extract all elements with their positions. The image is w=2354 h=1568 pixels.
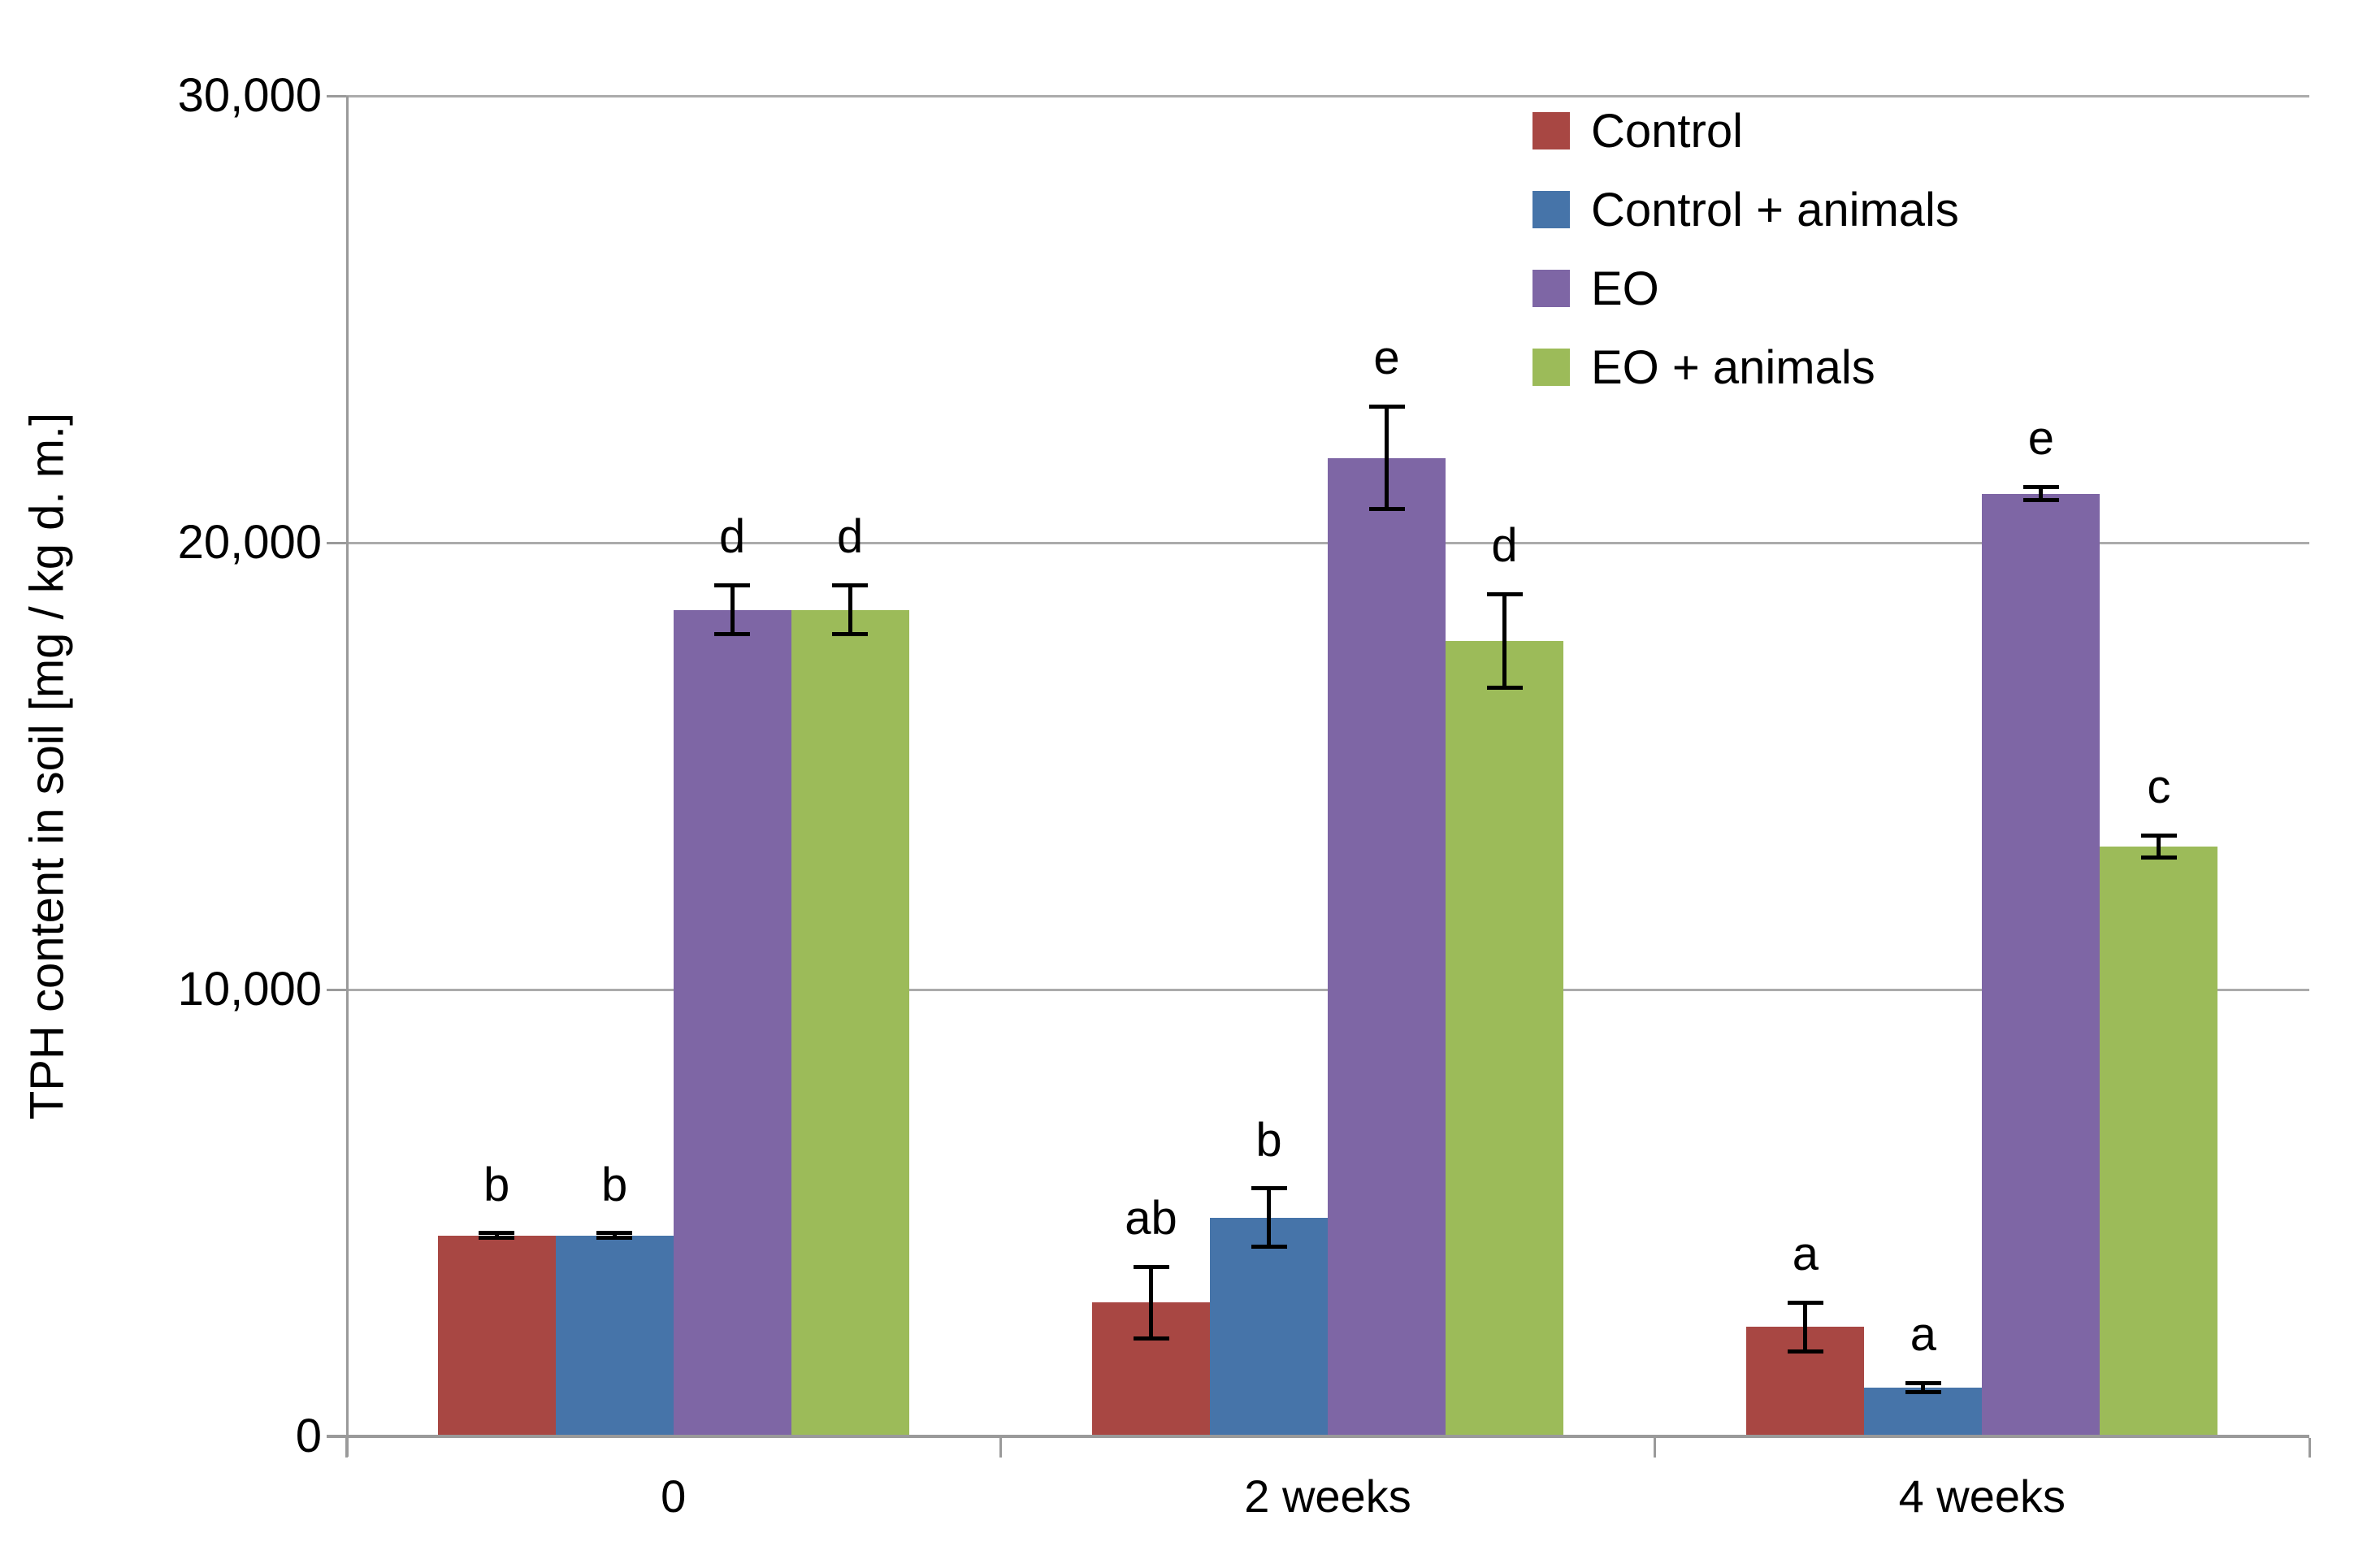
legend-item: Control + animals — [1532, 184, 1959, 236]
error-bar-cap-bottom — [714, 632, 751, 637]
bar-control-animals-2 — [1864, 1387, 1983, 1436]
x-tick-label: 2 weeks — [1244, 1471, 1411, 1522]
error-bar — [1149, 1267, 1153, 1338]
error-bar — [1921, 1383, 1926, 1392]
legend-swatch — [1532, 270, 1570, 307]
error-bar — [2157, 835, 2161, 858]
error-bar — [2039, 487, 2044, 500]
error-bar-cap-top — [1133, 1264, 1169, 1269]
bar-eo-animals-0 — [791, 609, 909, 1436]
sig-letter: e — [2027, 412, 2054, 466]
legend-swatch — [1532, 191, 1570, 228]
sig-letter: b — [601, 1158, 628, 1211]
bar-eo-animals-1 — [1446, 641, 1563, 1436]
x-axis-tick — [1654, 1438, 1657, 1458]
legend-label: EO + animals — [1591, 340, 1875, 394]
error-bar-cap-top — [1251, 1186, 1287, 1191]
y-tick-label: 30,000 — [177, 69, 322, 122]
x-tick-label: 0 — [661, 1471, 687, 1522]
error-bar-cap-bottom — [1251, 1244, 1287, 1249]
error-bar-cap-bottom — [1133, 1336, 1169, 1341]
sig-letter: b — [483, 1158, 510, 1211]
error-bar — [1803, 1302, 1808, 1352]
error-bar-cap-bottom — [832, 632, 869, 637]
y-axis-tick — [327, 94, 346, 97]
sig-letter: b — [1255, 1113, 1282, 1167]
error-bar-cap-top — [596, 1231, 633, 1236]
x-axis-tick — [2308, 1438, 2311, 1458]
legend-label: Control — [1591, 104, 1743, 158]
y-tick-label: 20,000 — [177, 516, 322, 569]
error-bar-cap-top — [1905, 1380, 1941, 1385]
gridline — [346, 94, 2309, 97]
error-bar — [612, 1232, 617, 1238]
y-axis-line — [346, 96, 349, 1457]
bar-control-0 — [437, 1235, 556, 1436]
legend-item: EO — [1532, 262, 1959, 315]
legend-swatch — [1532, 349, 1570, 386]
error-bar-cap-top — [2022, 484, 2059, 489]
error-bar-cap-bottom — [2140, 855, 2177, 860]
error-bar-cap-top — [832, 583, 869, 587]
error-bar — [730, 585, 735, 635]
bar-control-animals-1 — [1210, 1217, 1328, 1436]
legend-label: Control + animals — [1591, 183, 1959, 236]
error-bar-cap-top — [714, 583, 751, 587]
error-bar — [494, 1232, 499, 1238]
bar-control-animals-0 — [555, 1235, 674, 1436]
plot-area: b ab a b b a d e e d d c — [327, 94, 2311, 1458]
error-bar-cap-bottom — [596, 1235, 633, 1240]
legend-label: EO — [1591, 262, 1659, 315]
sig-letter: a — [1792, 1228, 1819, 1280]
error-bar-cap-top — [2140, 833, 2177, 838]
sig-letter: d — [719, 510, 746, 564]
y-tick-label: 0 — [295, 1410, 322, 1462]
error-bar-cap-top — [479, 1231, 515, 1236]
error-bar-cap-bottom — [1787, 1349, 1823, 1354]
sig-letter: a — [1910, 1308, 1936, 1361]
bar-eo-animals-2 — [2100, 847, 2218, 1436]
legend-item: Control — [1532, 105, 1959, 158]
x-tick-label: 4 weeks — [1898, 1471, 2066, 1522]
sig-letter: d — [837, 510, 864, 564]
error-bar — [1502, 594, 1506, 688]
legend-item: EO + animals — [1532, 341, 1959, 394]
error-bar-cap-top — [1486, 591, 1523, 596]
y-axis-tick — [327, 541, 346, 544]
sig-letter: c — [2147, 760, 2171, 814]
error-bar — [848, 585, 852, 635]
error-bar-cap-bottom — [479, 1235, 515, 1240]
legend-swatch — [1532, 112, 1570, 149]
error-bar — [1385, 406, 1389, 509]
error-bar-cap-top — [1787, 1300, 1823, 1305]
error-bar — [1267, 1188, 1271, 1247]
error-bar-cap-bottom — [1368, 507, 1405, 512]
y-axis-tick — [327, 988, 346, 991]
sig-letter: e — [1373, 331, 1400, 385]
x-axis-line — [327, 1435, 2309, 1438]
bar-eo-1 — [1328, 457, 1446, 1436]
legend: Control Control + animals EO EO + animals — [1532, 105, 1959, 394]
error-bar-cap-bottom — [2022, 498, 2059, 503]
error-bar-cap-top — [1368, 404, 1405, 409]
bar-eo-2 — [1982, 493, 2100, 1436]
bar-eo-0 — [673, 609, 791, 1436]
sig-letter: d — [1491, 519, 1518, 573]
error-bar-cap-bottom — [1905, 1389, 1941, 1394]
x-axis-tick — [999, 1438, 1002, 1458]
error-bar-cap-bottom — [1486, 686, 1523, 691]
sig-letter: ab — [1125, 1192, 1177, 1245]
y-tick-label: 10,000 — [177, 963, 322, 1016]
